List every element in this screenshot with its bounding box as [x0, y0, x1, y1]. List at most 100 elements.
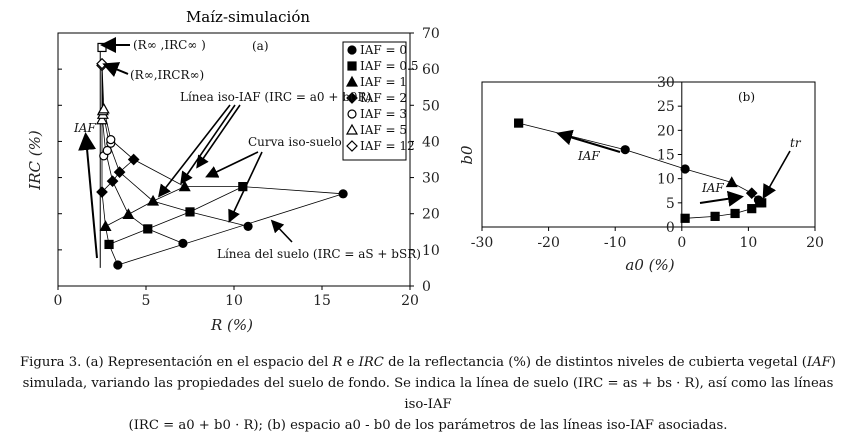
x-tick-label: 20: [401, 293, 419, 309]
caption-line-2: simulada, variando las propiedades del s…: [22, 376, 834, 412]
x-tick-label: 0: [54, 293, 63, 309]
legend-marker: [345, 123, 359, 135]
iso-soil-label: Curva iso-suelo: [248, 135, 342, 149]
data-point: [99, 220, 112, 231]
panel-b-points: [514, 118, 767, 223]
data-point: [178, 180, 191, 192]
data-point: [113, 260, 123, 270]
legend-items: IAF = 0 IAF = 0.5 IAF = 1 IAF = 2 IAF = 3 IAF…: [345, 43, 419, 153]
panel-a-chart: Maíz-simulación (a) R (%) IRC (%) 0 5 10 15…: [26, 8, 440, 334]
data-point: [185, 207, 195, 217]
panel-b-tr-label: tr: [790, 136, 802, 150]
b-data-point: [755, 198, 765, 208]
b-y-tick-label: 25: [657, 99, 675, 115]
b-y-tick-label: 0: [666, 220, 675, 236]
data-point: [143, 224, 153, 234]
b-data-point: [730, 208, 740, 219]
legend-label: IAF = 0.5: [360, 59, 419, 73]
b-data-point: [620, 145, 630, 155]
iso-soil-curve: [101, 64, 249, 227]
panel-b-label: (b): [738, 90, 755, 104]
soil-line-label: Línea del suelo (IRC = aS + bSR): [217, 247, 421, 261]
panel-a-annotations: (R∞ ,IRC∞ ) (R∞,IRCR∞) Línea iso-IAF (IR…: [73, 37, 421, 261]
x-tick-label: 5: [142, 293, 151, 309]
iaf-arrow: [78, 132, 98, 259]
caption-line-3: (IRC = a0 + b0 · R); (b) espacio a0 - b0…: [128, 418, 728, 433]
iaf-arrow-label: IAF: [73, 121, 96, 135]
panel-b-iaf-arrow-lower: [699, 190, 744, 207]
iso-soil-arrow-2: [205, 151, 259, 178]
y-tick-label: 50: [422, 98, 440, 114]
b-x-tick-label: -20: [537, 235, 560, 251]
data-point: [97, 102, 110, 114]
panel-b-iaf-arrow-upper: [556, 129, 621, 153]
b-y-tick-label: 30: [657, 75, 675, 91]
panel-a-title: Maíz-simulación: [186, 8, 310, 26]
legend-marker: [347, 109, 357, 119]
b-x-tick-label: 10: [739, 235, 757, 251]
data-point: [178, 238, 188, 248]
panel-a-xlabel: R (%): [210, 316, 253, 334]
iso-iaf-arrow-1: [158, 104, 231, 198]
caption-text-1b: e: [342, 355, 359, 370]
y-tick-label: 0: [422, 279, 431, 295]
legend-marker: [346, 92, 358, 104]
y-tick-label: 30: [422, 171, 440, 187]
data-point: [106, 135, 116, 145]
panel-b-frame: [481, 81, 816, 228]
soil-line: [117, 193, 344, 266]
r-inf-low-label: (R∞,IRCR∞): [130, 68, 204, 82]
x-tick-label: 10: [225, 293, 243, 309]
b-data-point: [745, 187, 758, 200]
legend-marker: [345, 75, 359, 87]
caption-irc: IRC: [358, 355, 384, 370]
panel-b-lines: [518, 122, 762, 219]
iso-iaf-line: [108, 186, 243, 245]
data-point: [127, 153, 140, 166]
caption-text-1c: de la reflectancia (%) de distintos nive…: [383, 355, 807, 370]
data-point: [106, 175, 119, 188]
panel-b-iaf-lower-label: IAF: [701, 181, 724, 195]
data-point: [147, 194, 160, 206]
data-point: [96, 186, 108, 198]
legend-label: IAF = 1: [360, 75, 407, 89]
panel-a-ylabel: IRC (%): [26, 130, 44, 191]
b-x-tick-label: -30: [471, 235, 494, 251]
panel-a-legend: IAF = 0 IAF = 0.5 IAF = 1 IAF = 2 IAF = 3 IAF…: [342, 41, 419, 161]
panel-b-chart: (b) a0 (%) b0 -30 -20 -10 0 10 20 0 5 10 15 20 25 30…: [458, 75, 824, 274]
caption-text-1d: ): [830, 355, 836, 370]
data-point: [122, 208, 135, 220]
data-point: [113, 166, 126, 178]
panel-b-ylabel: b0: [458, 145, 476, 165]
legend-label: IAF = 5: [360, 123, 407, 137]
b-x-tick-label: -10: [604, 235, 627, 251]
caption-line-1: Figura 3. (a) Representación en el espac…: [18, 352, 838, 373]
legend-label: IAF = 12: [360, 139, 415, 153]
b-y-tick-label: 20: [657, 123, 675, 139]
y-tick-label: 40: [422, 134, 440, 150]
legend-label: IAF = 2: [360, 91, 407, 105]
caption-iaf: IAF: [806, 355, 831, 370]
x-tick-label: 15: [313, 293, 331, 309]
data-point: [95, 113, 109, 125]
data-point: [102, 145, 112, 156]
b-y-tick-label: 10: [657, 172, 675, 188]
b-data-point: [514, 118, 524, 128]
data-point: [104, 239, 114, 250]
panel-b-xlabel: a0 (%): [625, 256, 674, 274]
legend-marker: [347, 61, 357, 71]
legend-marker: [346, 140, 358, 152]
data-point: [243, 221, 253, 231]
b-data-point: [725, 176, 738, 188]
panel-a-label: (a): [252, 39, 269, 53]
iso-iaf-arrow-2: [180, 104, 236, 185]
iso-iaf-arrow-3: [196, 104, 241, 169]
iso-soil-curve: [101, 64, 184, 244]
panel-b-annotations: IAF IAF tr: [556, 129, 802, 207]
panel-b-ticks: -30 -20 -10 0 10 20 0 5 10 15 20 25 30: [471, 75, 824, 251]
iso-soil-arrow-1: [228, 151, 263, 223]
b-x-tick-label: 20: [806, 235, 824, 251]
b-x-tick-label: 0: [677, 235, 686, 251]
y-tick-label: 20: [422, 207, 440, 223]
